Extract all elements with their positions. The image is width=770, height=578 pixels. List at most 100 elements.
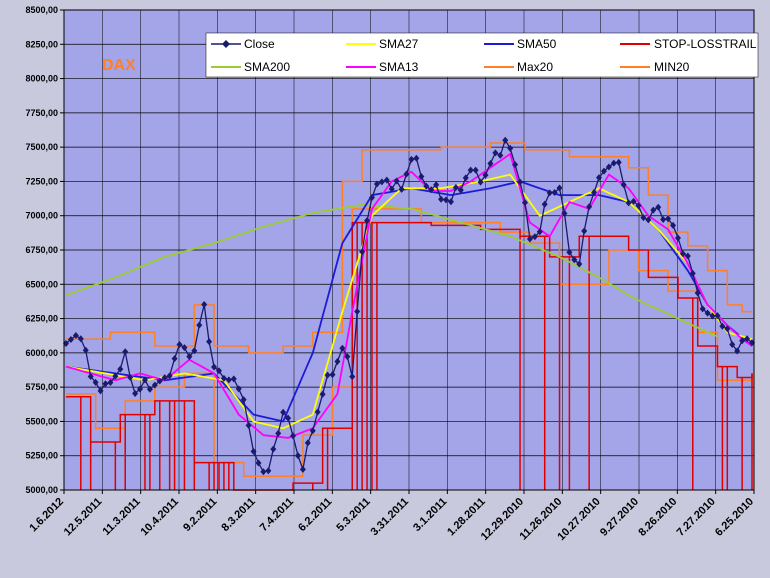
close-point	[344, 353, 351, 361]
legend-label-stop: STOP-LOSSTRAIL	[654, 37, 757, 51]
close-point	[462, 174, 469, 182]
close-point	[329, 371, 336, 379]
y-tick-label: 8500,00	[25, 5, 58, 15]
close-point	[719, 322, 726, 330]
legend-item-min20: MIN20	[620, 60, 690, 74]
close-point	[161, 374, 168, 382]
y-tick-label: 5750,00	[25, 382, 58, 392]
close-point	[443, 196, 450, 204]
close-point	[699, 305, 706, 313]
close-point	[294, 452, 301, 460]
close-point	[122, 348, 129, 356]
close-point	[220, 374, 227, 382]
series-stop-line	[66, 221, 753, 491]
close-point	[482, 171, 489, 179]
close-point	[566, 248, 573, 256]
legend: Close SMA27 SMA50 STOP-LOSSTRAIL SMA200 …	[205, 32, 759, 78]
y-tick-label: 6250,00	[25, 314, 58, 324]
y-axis: 5000,00 5250,00 5500,00 5750,00 6000,00 6250,…	[25, 5, 64, 495]
close-point	[309, 427, 316, 435]
legend-label-max20: Max20	[517, 60, 553, 74]
close-point	[250, 447, 257, 455]
close-point	[541, 200, 548, 208]
close-point	[299, 465, 306, 473]
legend-label-min20: MIN20	[654, 60, 690, 74]
close-point	[526, 235, 533, 243]
close-point	[521, 199, 528, 207]
legend-item-sma50: SMA50	[484, 37, 557, 51]
close-point	[166, 372, 173, 380]
close-point	[146, 385, 153, 393]
close-point	[596, 174, 603, 182]
y-tick-label: 8250,00	[25, 39, 58, 49]
y-tick-label: 5500,00	[25, 416, 58, 426]
y-tick-label: 6000,00	[25, 348, 58, 358]
close-point	[171, 355, 178, 363]
close-point	[364, 217, 371, 225]
close-point	[393, 177, 400, 185]
close-point	[403, 170, 410, 178]
close-point	[235, 385, 242, 393]
close-point	[245, 421, 252, 429]
legend-item-close: Close	[211, 37, 275, 51]
close-point	[734, 347, 741, 355]
close-point	[438, 195, 445, 203]
close-point	[689, 269, 696, 277]
legend-marker-close	[222, 40, 230, 48]
close-point	[497, 151, 504, 159]
close-point	[107, 379, 114, 387]
close-point	[97, 387, 104, 395]
dax-annotation: DAX	[102, 57, 136, 74]
close-point	[280, 408, 287, 416]
legend-label-close: Close	[244, 37, 275, 51]
close-point	[694, 289, 701, 297]
close-point	[324, 371, 331, 379]
close-point	[714, 312, 721, 320]
close-point	[141, 376, 148, 384]
close-point	[349, 373, 356, 381]
close-point	[255, 459, 262, 467]
close-point	[670, 221, 677, 229]
close-point	[729, 341, 736, 349]
close-point	[137, 385, 144, 393]
close-point	[206, 338, 213, 346]
close-point	[625, 199, 632, 207]
close-point	[290, 432, 297, 440]
series-sma27-line	[65, 173, 753, 430]
close-point	[571, 256, 578, 264]
close-point	[319, 390, 326, 398]
close-point	[551, 189, 558, 197]
close-point	[546, 189, 553, 197]
close-point	[87, 372, 94, 380]
close-point	[467, 166, 474, 174]
close-point	[359, 248, 366, 256]
close-point	[112, 372, 119, 380]
close-point	[433, 181, 440, 189]
close-point	[117, 365, 124, 373]
legend-label-sma27: SMA27	[379, 37, 419, 51]
close-point	[156, 377, 163, 385]
y-tick-label: 7500,00	[25, 142, 58, 152]
close-point	[507, 144, 514, 152]
close-point	[211, 363, 218, 371]
close-point	[408, 155, 415, 163]
close-point	[447, 198, 454, 206]
y-tick-label: 6500,00	[25, 279, 58, 289]
close-point	[704, 309, 711, 317]
close-point	[615, 158, 622, 166]
close-point	[186, 353, 193, 361]
close-point	[127, 373, 134, 381]
y-tick-label: 7000,00	[25, 211, 58, 221]
legend-item-sma27: SMA27	[346, 37, 419, 51]
close-point	[645, 216, 652, 224]
close-point	[304, 439, 311, 447]
legend-item-max20: Max20	[484, 60, 553, 74]
close-point	[472, 166, 479, 174]
legend-item-sma200: SMA200	[211, 60, 290, 74]
close-point	[635, 202, 642, 210]
close-point	[477, 178, 484, 186]
close-point	[739, 337, 746, 345]
close-point	[600, 167, 607, 175]
close-point	[709, 312, 716, 320]
close-point	[517, 178, 524, 186]
